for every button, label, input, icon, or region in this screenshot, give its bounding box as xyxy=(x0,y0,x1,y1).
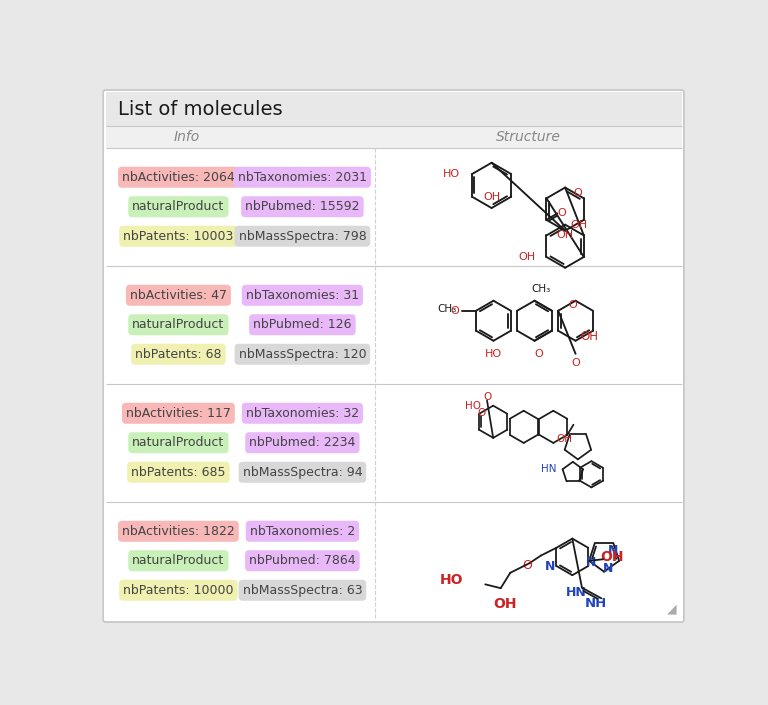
Text: nbMassSpectra: 94: nbMassSpectra: 94 xyxy=(243,466,362,479)
Text: nbPubmed: 15592: nbPubmed: 15592 xyxy=(245,200,359,213)
Text: Info: Info xyxy=(174,130,200,144)
Text: OH: OH xyxy=(483,192,500,202)
Text: HN: HN xyxy=(566,586,587,599)
Text: CH₃: CH₃ xyxy=(437,304,456,314)
Text: O: O xyxy=(558,209,566,219)
FancyBboxPatch shape xyxy=(104,90,684,622)
Text: naturalProduct: naturalProduct xyxy=(132,200,224,213)
Text: OH: OH xyxy=(518,252,536,262)
Text: OH: OH xyxy=(581,331,598,343)
Text: O: O xyxy=(571,358,580,368)
Text: nbActivities: 47: nbActivities: 47 xyxy=(130,289,227,302)
Text: nbTaxonomies: 32: nbTaxonomies: 32 xyxy=(246,407,359,419)
Bar xyxy=(106,109,681,126)
Text: N: N xyxy=(603,562,613,575)
Text: CH₃: CH₃ xyxy=(531,283,551,294)
Text: nbActivities: 117: nbActivities: 117 xyxy=(126,407,231,419)
Text: naturalProduct: naturalProduct xyxy=(132,436,224,449)
Text: O: O xyxy=(451,306,459,316)
Text: ◢: ◢ xyxy=(667,603,677,616)
Text: nbTaxonomies: 2: nbTaxonomies: 2 xyxy=(250,525,355,538)
Text: OH: OH xyxy=(493,596,516,611)
Text: nbMassSpectra: 120: nbMassSpectra: 120 xyxy=(239,348,366,361)
Text: HO: HO xyxy=(485,349,502,359)
Text: naturalProduct: naturalProduct xyxy=(132,554,224,568)
Text: nbPatents: 10000: nbPatents: 10000 xyxy=(123,584,233,596)
Text: O: O xyxy=(573,188,582,198)
Text: nbActivities: 1822: nbActivities: 1822 xyxy=(122,525,235,538)
Text: nbPubmed: 7864: nbPubmed: 7864 xyxy=(249,554,356,568)
Text: nbPatents: 68: nbPatents: 68 xyxy=(135,348,222,361)
Text: O: O xyxy=(522,559,532,572)
Text: N: N xyxy=(545,560,555,572)
Text: NH: NH xyxy=(584,596,607,610)
Text: nbPubmed: 2234: nbPubmed: 2234 xyxy=(249,436,356,449)
Text: O: O xyxy=(478,407,485,418)
Text: nbTaxonomies: 31: nbTaxonomies: 31 xyxy=(246,289,359,302)
Text: HO: HO xyxy=(442,169,460,179)
Text: N: N xyxy=(586,556,597,570)
Text: O: O xyxy=(568,300,577,310)
Text: OH: OH xyxy=(601,550,624,564)
Text: nbMassSpectra: 798: nbMassSpectra: 798 xyxy=(239,230,366,243)
Text: nbPubmed: 126: nbPubmed: 126 xyxy=(253,318,352,331)
Bar xyxy=(106,126,681,148)
Text: HO: HO xyxy=(465,400,481,410)
Text: nbTaxonomies: 2031: nbTaxonomies: 2031 xyxy=(238,171,367,184)
Text: OH: OH xyxy=(571,219,588,230)
Text: HO: HO xyxy=(440,573,464,587)
Text: N: N xyxy=(608,544,618,558)
Text: naturalProduct: naturalProduct xyxy=(132,318,224,331)
Text: List of molecules: List of molecules xyxy=(118,99,283,118)
Text: HN: HN xyxy=(541,465,557,474)
Text: Structure: Structure xyxy=(496,130,561,144)
Text: nbMassSpectra: 63: nbMassSpectra: 63 xyxy=(243,584,362,596)
Text: OH: OH xyxy=(557,231,574,240)
Text: nbPatents: 10003: nbPatents: 10003 xyxy=(123,230,233,243)
Text: O: O xyxy=(483,392,492,402)
Text: nbPatents: 685: nbPatents: 685 xyxy=(131,466,226,479)
Text: OH: OH xyxy=(556,434,572,444)
Text: nbActivities: 2064: nbActivities: 2064 xyxy=(122,171,235,184)
Text: O: O xyxy=(534,349,543,359)
Bar xyxy=(106,92,681,126)
